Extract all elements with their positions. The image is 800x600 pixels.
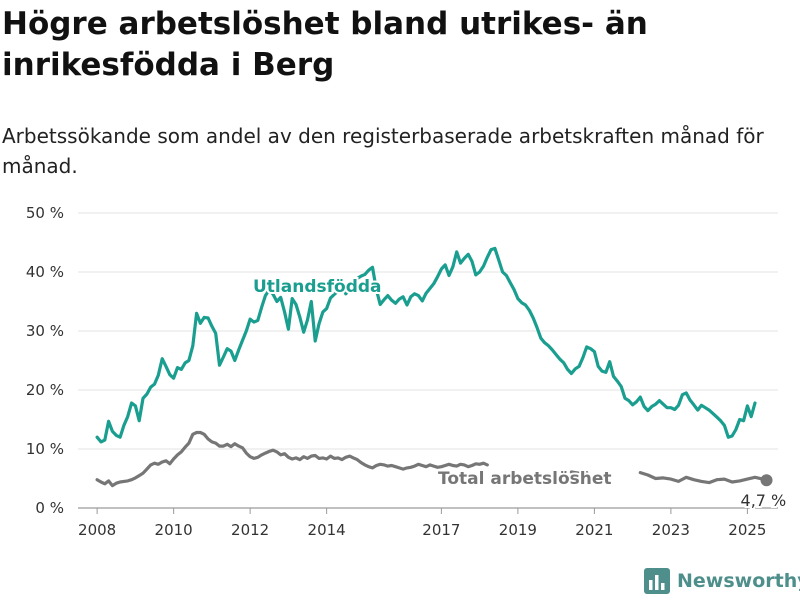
x-tick-label: 2023 [652,521,690,539]
x-tick-label: 2012 [231,521,269,539]
x-tick-label: 2025 [728,521,766,539]
series-line-total-recent [638,471,769,485]
series-label-utlandsfodda: Utlandsfödda [253,277,382,297]
chart-title: Högre arbetslöshet bland utrikes- än inr… [2,6,648,83]
x-tick-label: 2008 [78,521,116,539]
bar-chart-logo-icon [644,568,670,594]
newsworthy-brand[interactable]: Newsworthy [644,568,800,594]
x-axis: 2008 2010 2012 2014 2017 2019 2021 2023 2025 [78,508,766,539]
y-tick-label: 20 % [26,381,64,399]
y-tick-label: 30 % [26,322,64,340]
y-tick-label: 10 % [26,440,64,458]
series-labels: Utlandsfödda Total arbetslöshet 4,7 % [251,275,788,512]
x-tick-label: 2010 [155,521,193,539]
series-line-total-segment [569,470,589,475]
x-tick-label: 2019 [499,521,537,539]
brand-name: Newsworthy [677,570,800,592]
series-line-total [95,430,489,488]
gridlines [78,212,778,509]
y-tick-label: 50 % [26,204,64,222]
chart-subtitle: Arbetssökande som andel av den registerb… [2,124,764,178]
x-tick-label: 2017 [422,521,460,539]
series-label-total: Total arbetslöshet [438,469,612,489]
total-end-point [760,474,773,487]
y-tick-label: 40 % [26,263,64,281]
x-tick-label: 2014 [308,521,346,539]
series-lines [95,246,773,488]
y-tick-label: 0 % [35,499,64,517]
end-value-label: 4,7 % [741,491,787,510]
y-axis-tick-labels: 0 % 10 % 20 % 30 % 40 % 50 % [26,204,64,517]
x-tick-label: 2021 [575,521,613,539]
series-line-utlandsfodda [95,246,757,444]
